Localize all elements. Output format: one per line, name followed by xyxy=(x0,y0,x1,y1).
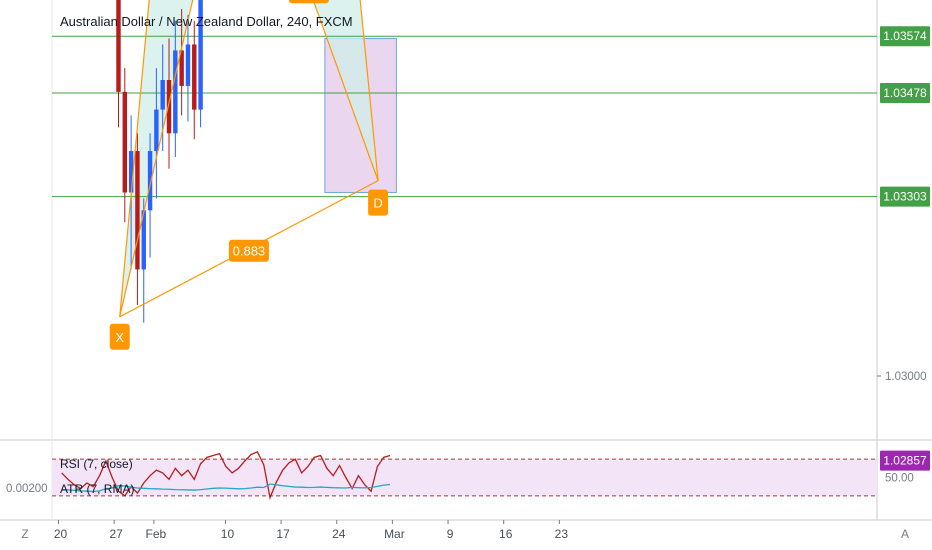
leg-xa xyxy=(119,0,150,317)
candle-body xyxy=(128,151,134,193)
candle xyxy=(198,0,203,128)
chart-title: Australian Dollar / New Zealand Dollar, … xyxy=(60,14,353,29)
price-axis[interactable]: 1.047231.043831.039711.035741.034781.033… xyxy=(877,0,930,471)
pattern-labels[interactable]: XABCD0.7530.5441.8260.883 xyxy=(109,0,389,350)
candle-body xyxy=(141,210,146,270)
candle xyxy=(141,198,146,323)
time-tick-label: 27 xyxy=(109,527,123,541)
leg-bd xyxy=(312,0,379,181)
price-tick-label: 1.03000 xyxy=(885,371,927,383)
time-tick-label: Feb xyxy=(146,527,167,541)
time-axis[interactable]: 20 27 Feb 10 17 24 Mar 9 16 23 Z A xyxy=(21,520,909,541)
ratio-label-bg xyxy=(228,239,269,262)
candle-body xyxy=(192,44,197,110)
price-badge-text: 1.03303 xyxy=(883,190,927,204)
time-tick-label: 17 xyxy=(276,527,290,541)
price-badge-zone-bottom[interactable]: 1.03303 xyxy=(880,186,930,207)
grid xyxy=(0,0,932,521)
candles xyxy=(116,0,203,323)
point-label-bg xyxy=(368,189,389,216)
price-badge-text: 1.02857 xyxy=(883,454,927,468)
auto-scale-button[interactable]: A xyxy=(901,527,909,541)
atr-axis-label: 0.00200 xyxy=(6,483,48,495)
leg-xb xyxy=(119,0,194,317)
atr-legend: ATR (7, RMA) xyxy=(60,482,134,496)
candle xyxy=(122,68,128,223)
ratio-label-b-d[interactable]: 1.826 xyxy=(288,0,329,4)
rsi-band xyxy=(52,459,877,496)
price-badge-bg xyxy=(880,26,930,47)
price-badge-bg xyxy=(880,83,930,104)
time-tick-label: 24 xyxy=(332,527,346,541)
time-tick-label: Mar xyxy=(384,527,405,541)
candle xyxy=(116,0,121,128)
price-badge-bg xyxy=(880,186,930,207)
time-tick-label: 23 xyxy=(555,527,569,541)
candle xyxy=(179,8,184,116)
price-badge-bg xyxy=(880,450,930,471)
candle-body xyxy=(147,151,153,211)
candle-body xyxy=(160,80,165,110)
price-badge-zone-mid[interactable]: 1.03478 xyxy=(880,83,930,104)
candle xyxy=(185,14,191,122)
ratio-label-text: 0.883 xyxy=(233,244,266,259)
candle xyxy=(147,133,153,258)
point-label-text: D xyxy=(373,196,382,211)
candle-body xyxy=(166,80,172,134)
atr-line xyxy=(61,483,391,493)
candle-body xyxy=(198,0,203,110)
point-label-bg xyxy=(109,323,130,350)
time-tick-label: 10 xyxy=(221,527,235,541)
candle xyxy=(160,44,165,152)
candle-body xyxy=(173,50,178,134)
auto-zoom-button[interactable]: Z xyxy=(21,527,28,541)
candle xyxy=(154,68,159,199)
candle-body xyxy=(179,50,184,86)
ratio-label-bg xyxy=(288,0,329,4)
price-badge-stop[interactable]: 1.02857 xyxy=(880,450,930,471)
leg-cd xyxy=(359,0,379,181)
candle-body xyxy=(185,44,191,86)
rsi-axis-label: 50.00 xyxy=(885,473,914,485)
candle xyxy=(173,20,178,157)
candle xyxy=(135,133,140,305)
price-badge-text: 1.03478 xyxy=(883,86,927,100)
time-tick-label: 20 xyxy=(54,527,68,541)
point-label-d[interactable]: D xyxy=(368,189,389,216)
time-tick-label: 16 xyxy=(499,527,513,541)
candle-body xyxy=(122,91,128,193)
candle xyxy=(192,20,197,140)
candle-body xyxy=(154,109,159,152)
ratio-label-x-d[interactable]: 0.883 xyxy=(228,239,269,262)
price-badge-text: 1.03574 xyxy=(883,29,927,43)
indicator-pane[interactable]: RSI (7, close) ATR (7, RMA) 50.00 0.00200 xyxy=(6,450,914,500)
rsi-legend: RSI (7, close) xyxy=(60,457,133,471)
candle-body xyxy=(116,0,121,92)
point-label-x[interactable]: X xyxy=(109,323,130,350)
price-badge-zone-top[interactable]: 1.03574 xyxy=(880,26,930,47)
time-tick-label: 9 xyxy=(447,527,454,541)
point-label-text: X xyxy=(115,330,124,345)
candle-body xyxy=(135,151,140,270)
